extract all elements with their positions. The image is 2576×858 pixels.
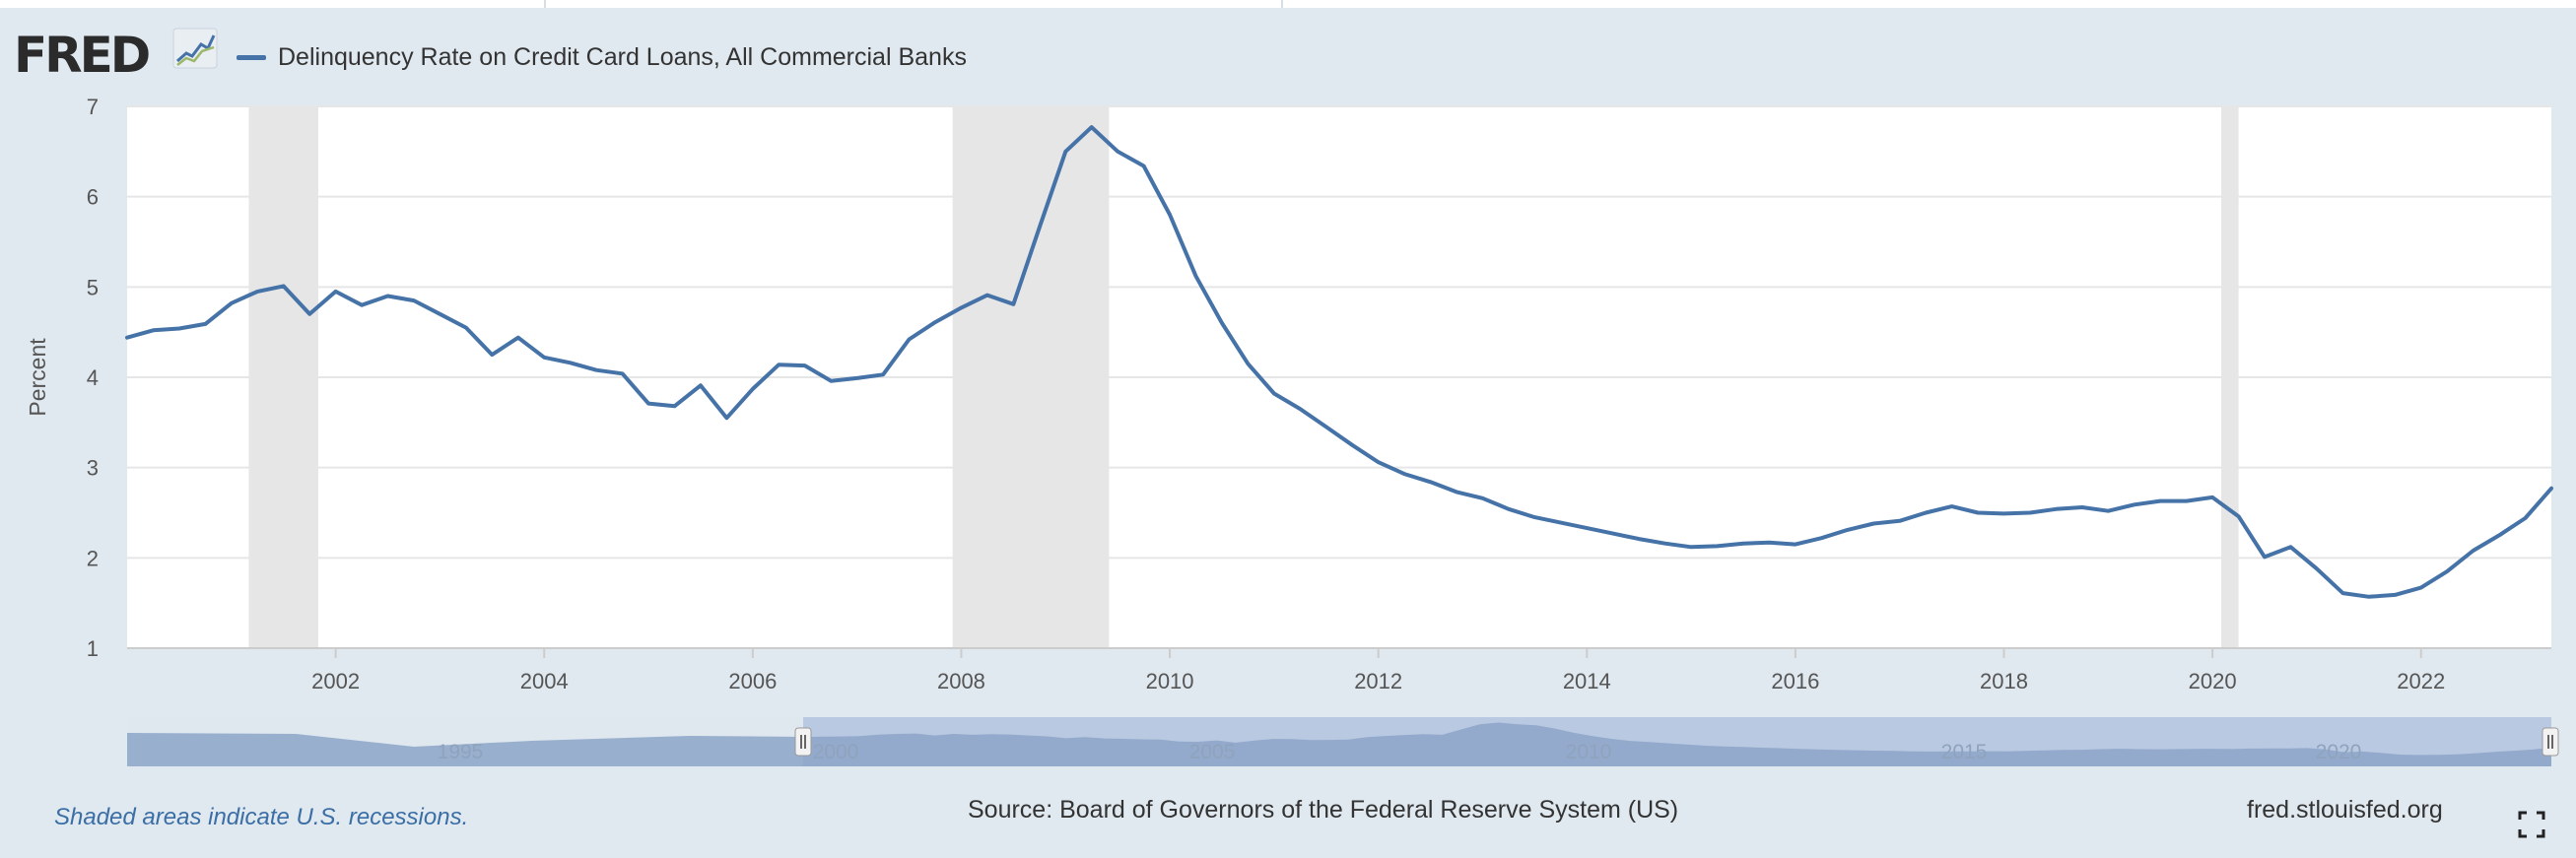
range-navigator[interactable]: 1995 2000 2005 2010 2015 2020 bbox=[127, 717, 2559, 766]
navigator-left-handle[interactable] bbox=[794, 727, 812, 757]
x-tick-label: 2010 bbox=[1146, 669, 1194, 693]
x-tick-label: 2020 bbox=[2189, 669, 2237, 693]
navigator-label: 1995 bbox=[438, 741, 484, 763]
navigator-label: 2005 bbox=[1189, 741, 1236, 763]
y-axis-ticks: 1 2 3 4 5 6 7 bbox=[87, 95, 99, 661]
x-tick-label: 2012 bbox=[1354, 669, 1402, 693]
y-tick-label: 6 bbox=[87, 185, 99, 210]
line-chart-icon bbox=[172, 28, 218, 69]
x-tick-label: 2004 bbox=[520, 669, 569, 693]
chart-header: FRED Delinquency Rate on Credit Card Loa… bbox=[0, 8, 2576, 95]
navigator-label: 2010 bbox=[1566, 741, 1612, 763]
legend-swatch bbox=[237, 55, 266, 60]
navigator-label: 2015 bbox=[1941, 741, 1988, 763]
y-tick-label: 2 bbox=[87, 546, 99, 570]
x-tick-label: 2018 bbox=[1980, 669, 2028, 693]
navigator-labels: 1995 2000 2005 2010 2015 2020 bbox=[438, 741, 2362, 763]
x-tick-label: 2016 bbox=[1771, 669, 1819, 693]
y-tick-label: 5 bbox=[87, 275, 99, 299]
x-tick-label: 2008 bbox=[937, 669, 985, 693]
fred-logo[interactable]: FRED bbox=[14, 27, 151, 84]
top-strip bbox=[0, 0, 2576, 8]
gridlines bbox=[127, 105, 2551, 649]
fullscreen-icon[interactable] bbox=[2517, 810, 2546, 839]
navigator-label: 2000 bbox=[813, 741, 859, 763]
source-text: Source: Board of Governors of the Federa… bbox=[968, 796, 1679, 824]
y-axis-title: Percent bbox=[25, 338, 50, 417]
strip-divider bbox=[544, 0, 546, 8]
navigator-right-handle[interactable] bbox=[2542, 727, 2559, 757]
navigator-label: 2020 bbox=[2316, 741, 2362, 763]
recession-note: Shaded areas indicate U.S. recessions. bbox=[54, 804, 469, 830]
series-line bbox=[125, 125, 2553, 599]
y-tick-label: 1 bbox=[87, 636, 99, 661]
series-layer bbox=[125, 125, 2553, 599]
x-axis-ticks: 2002 2004 2006 2008 2010 2012 2014 2016 2018 2020… bbox=[311, 648, 2445, 693]
y-tick-label: 7 bbox=[87, 95, 99, 119]
x-tick-label: 2022 bbox=[2397, 669, 2445, 693]
y-tick-label: 3 bbox=[87, 456, 99, 481]
x-tick-label: 2014 bbox=[1563, 669, 1611, 693]
strip-divider bbox=[1281, 0, 1283, 8]
y-tick-label: 4 bbox=[87, 365, 99, 390]
x-tick-label: 2006 bbox=[728, 669, 777, 693]
legend-label: Delinquency Rate on Credit Card Loans, A… bbox=[278, 43, 967, 71]
site-link[interactable]: fred.stlouisfed.org bbox=[2247, 796, 2443, 824]
x-tick-label: 2002 bbox=[311, 669, 360, 693]
navigator-series-area bbox=[127, 722, 2551, 766]
